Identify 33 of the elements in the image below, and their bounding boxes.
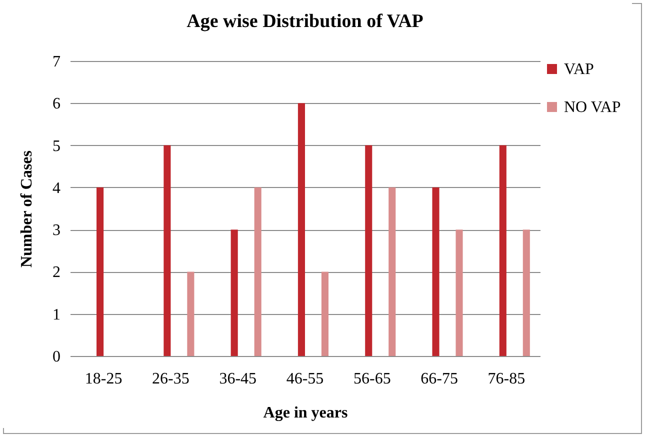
bar [522,230,530,356]
bar [365,145,372,356]
x-tick-label: 46-55 [286,370,324,388]
bar [432,187,440,356]
bar [96,187,104,356]
y-tick-label: 2 [52,264,60,282]
bar [388,187,396,356]
legend-label: VAP [564,61,594,78]
bar [321,272,328,356]
y-tick-label: 3 [52,222,60,240]
bar [456,230,463,356]
x-tick-label: 56-65 [353,370,391,388]
y-tick-label: 7 [52,54,60,70]
bar [298,103,305,356]
bar [254,187,262,356]
x-tick-label: 18-25 [84,370,122,388]
bar [187,272,194,356]
bar [499,145,506,356]
y-tick-label: 5 [52,138,60,155]
y-axis-title: Number of Cases [18,150,36,268]
y-tick-label: 0 [52,348,60,366]
y-tick-label: 1 [52,306,60,324]
bar [230,230,238,356]
x-axis-title: Age in years [263,404,348,422]
legend-label: NO VAP [564,99,621,116]
x-tick-label: 26-35 [152,370,190,388]
chart-title: Age wise Distribution of VAP [186,11,424,32]
y-tick-label: 6 [52,96,60,113]
x-tick-label: 66-75 [420,370,458,388]
bar [164,145,171,356]
x-tick-label: 76-85 [488,370,526,388]
x-tick-label: 36-45 [219,370,257,388]
y-tick-label: 4 [52,180,60,197]
